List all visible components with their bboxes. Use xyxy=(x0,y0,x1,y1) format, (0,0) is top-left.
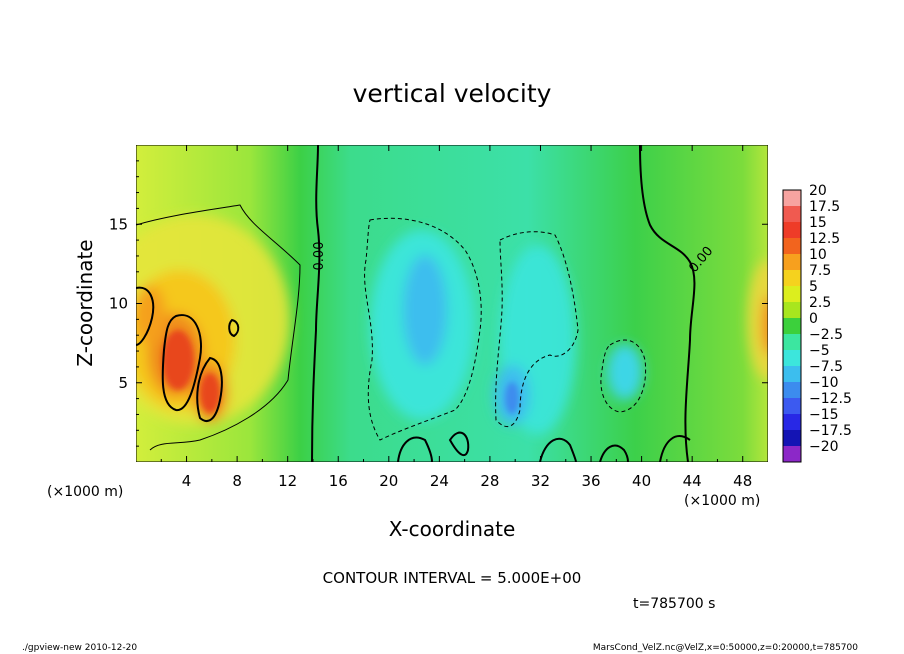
colorbar-label: 5 xyxy=(809,279,818,295)
y-tick-label: 15 xyxy=(109,215,128,233)
updraft-region-left xyxy=(136,215,290,425)
colorbar-swatch xyxy=(783,430,801,447)
colorbar-label: −7.5 xyxy=(809,359,843,375)
colorbar-label: 2.5 xyxy=(809,295,831,311)
downdraft-regions xyxy=(370,230,643,435)
colorbar-swatch xyxy=(783,206,801,223)
colorbar-label: −10 xyxy=(809,375,839,391)
contour-positive-10b xyxy=(196,356,223,422)
y-tick-label: 10 xyxy=(109,295,128,313)
colorbar-label: 17.5 xyxy=(809,199,840,215)
contour-bottom-bump-3 xyxy=(539,437,577,462)
colorbar-swatch xyxy=(783,366,801,383)
y-axis: 5 10 15 xyxy=(109,160,768,447)
colorbar-swatch xyxy=(783,382,801,399)
contour-positive-5 xyxy=(136,204,301,451)
colorbar-swatch xyxy=(783,398,801,415)
contour-bottom-bump-1 xyxy=(397,436,433,462)
chart-title: vertical velocity xyxy=(353,79,552,108)
x-tick-label: 20 xyxy=(379,472,398,490)
footer-right: MarsCond_VelZ.nc@VelZ,x=0:50000,z=0:2000… xyxy=(593,643,858,653)
contour-zero-right xyxy=(639,145,696,462)
y-tick-label: 5 xyxy=(118,374,128,392)
x-axis: 4 8 12 16 20 24 28 32 36 40 44 48 xyxy=(160,145,752,490)
contour-zero-left xyxy=(311,145,321,462)
contour-label-left: 0.00 xyxy=(312,242,327,271)
colorbar-label: −20 xyxy=(809,439,839,455)
colorbar-swatch xyxy=(783,270,801,287)
colorbar-label: 0 xyxy=(809,311,818,327)
x-unit-right: (×1000 m) xyxy=(684,493,760,509)
contour-small-loop xyxy=(228,318,240,338)
x-tick-label: 4 xyxy=(182,472,192,490)
time-label: t=785700 s xyxy=(633,596,715,612)
colorbar-swatch xyxy=(783,286,801,303)
contour-negative-5c xyxy=(600,339,647,413)
contour-negative-5b xyxy=(495,231,579,428)
contour-bottom-bump-5 xyxy=(659,435,691,462)
colorbar-label: −5 xyxy=(809,343,830,359)
colorbar-swatch xyxy=(783,446,801,463)
contour-lines xyxy=(136,145,696,462)
colorbar-label: 12.5 xyxy=(809,231,840,247)
footer-left: ./gpview-new 2010-12-20 xyxy=(22,643,137,653)
y-axis-title: Z-coordinate xyxy=(73,239,97,366)
colorbar-swatch xyxy=(783,254,801,271)
x-tick-label: 44 xyxy=(683,472,702,490)
updraft-region-right xyxy=(748,260,768,380)
x-tick-label: 48 xyxy=(733,472,752,490)
colorbar-swatch xyxy=(783,190,801,207)
colorbar-swatch xyxy=(783,318,801,335)
colorbar-swatch xyxy=(783,238,801,255)
colorbar-swatch xyxy=(783,222,801,239)
colorbar-swatch xyxy=(783,350,801,367)
contour-negative-5a xyxy=(364,217,482,441)
contour-positive-10a xyxy=(161,314,202,412)
colorbar-label: 15 xyxy=(809,215,827,231)
colorbar: 2017.51512.5107.552.50−2.5−5−7.5−10−12.5… xyxy=(782,183,852,463)
colorbar-swatch xyxy=(783,414,801,431)
colorbar-frame xyxy=(782,189,802,463)
x-tick-label: 40 xyxy=(632,472,651,490)
colorbar-label: 10 xyxy=(809,247,827,263)
colorbar-label: −12.5 xyxy=(809,391,852,407)
contour-bottom-bump-4 xyxy=(599,444,629,462)
contour-bottom-bump-2 xyxy=(448,431,470,457)
x-unit-left: (×1000 m) xyxy=(47,484,123,500)
x-tick-label: 32 xyxy=(531,472,550,490)
colorbar-label: −17.5 xyxy=(809,423,852,439)
x-axis-title: X-coordinate xyxy=(389,517,516,541)
colorbar-swatch xyxy=(783,334,801,351)
colorbar-label: −2.5 xyxy=(809,327,843,343)
contour-interval: CONTOUR INTERVAL = 5.000E+00 xyxy=(323,569,582,587)
colorbar-label: 7.5 xyxy=(809,263,831,279)
x-tick-label: 28 xyxy=(480,472,499,490)
colorbar-label: −15 xyxy=(809,407,839,423)
contour-positive-10c xyxy=(136,286,155,346)
x-tick-label: 8 xyxy=(232,472,242,490)
x-tick-label: 36 xyxy=(581,472,600,490)
updraft-core xyxy=(162,330,220,413)
downdraft-core xyxy=(505,382,519,414)
x-tick-label: 12 xyxy=(278,472,297,490)
colorbar-swatch xyxy=(783,302,801,319)
x-tick-label: 24 xyxy=(430,472,449,490)
plot-area: 0.00 0.00 xyxy=(136,145,768,462)
colorbar-label: 20 xyxy=(809,183,827,199)
x-tick-label: 16 xyxy=(329,472,348,490)
